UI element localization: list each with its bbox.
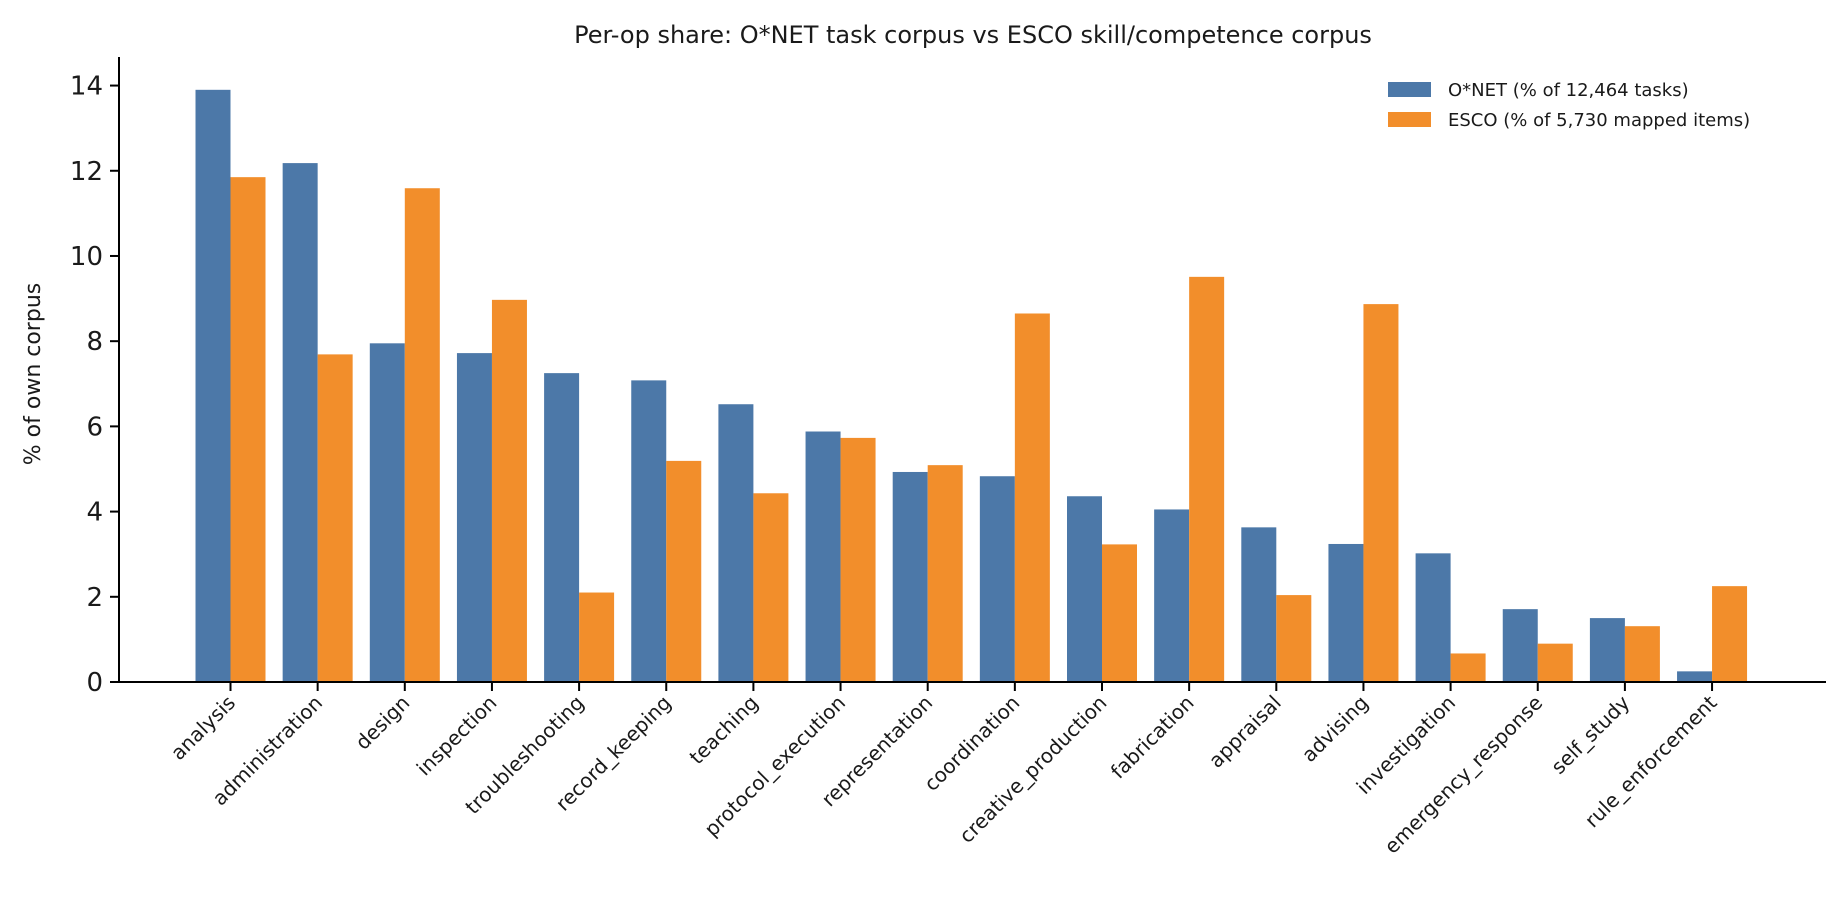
y-axis-label: % of own corpus [21, 283, 46, 465]
x-tick-label-fabrication: fabrication [1106, 691, 1199, 784]
x-tick-label-appraisal: appraisal [1204, 691, 1286, 773]
bar-esco-emergency_response [1537, 643, 1573, 682]
x-tick-label-design: design [350, 691, 414, 755]
x-tick-label-teaching: teaching [684, 691, 762, 769]
bar-onet-advising [1328, 543, 1364, 682]
y-tick-label: 6 [86, 412, 103, 442]
bar-esco-creative_production [1102, 544, 1137, 682]
y-tick-label: 8 [86, 327, 103, 357]
bar-esco-self_study [1624, 626, 1660, 682]
bar-esco-protocol_execution [840, 437, 876, 682]
bar-esco-inspection [491, 299, 527, 682]
y-tick-label: 2 [86, 583, 103, 613]
y-axis: 0 2 4 6 8 10 12 14 [70, 57, 120, 698]
bar-onet-representation [892, 471, 928, 682]
chart-title: Per-op share: O*NET task corpus vs ESCO … [574, 21, 1372, 49]
y-tick-label: 14 [70, 72, 103, 102]
y-tick-label: 12 [70, 157, 103, 187]
legend-label-onet: O*NET (% of 12,464 tasks) [1448, 80, 1689, 101]
bar-onet-analysis [195, 89, 231, 682]
bar-esco-appraisal [1276, 595, 1312, 682]
bar-esco-coordination [1014, 313, 1050, 682]
y-tick-label: 10 [70, 242, 103, 272]
x-tick-label-self_study: self_study [1546, 690, 1634, 778]
bars-group [195, 89, 1748, 683]
bar-onet-inspection [456, 353, 492, 682]
bar-onet-appraisal [1241, 527, 1277, 682]
legend-swatch-onet [1388, 82, 1431, 97]
bar-esco-fabrication [1189, 276, 1225, 682]
x-tick-label-advising: advising [1297, 691, 1373, 767]
bar-onet-coordination [979, 476, 1015, 682]
bar-onet-protocol_execution [805, 431, 841, 682]
bar-esco-design [404, 188, 440, 683]
bar-onet-troubleshooting [544, 373, 580, 682]
bar-onet-investigation [1415, 553, 1451, 682]
bar-esco-record_keeping [666, 460, 702, 682]
y-tick-label: 0 [86, 668, 103, 698]
bar-esco-investigation [1450, 653, 1486, 682]
x-tick-label-emergency_response: emergency_response [1379, 691, 1547, 859]
legend-swatch-esco [1388, 112, 1431, 127]
legend-label-esco: ESCO (% of 5,730 mapped items) [1448, 110, 1750, 131]
bar-onet-record_keeping [631, 380, 667, 682]
legend: O*NET (% of 12,464 tasks) ESCO (% of 5,73… [1388, 80, 1750, 131]
x-tick-label-analysis: analysis [166, 691, 240, 765]
bar-onet-rule_enforcement [1677, 671, 1713, 682]
bar-esco-analysis [230, 177, 266, 682]
bar-onet-design [369, 343, 405, 682]
bar-esco-advising [1363, 304, 1399, 682]
bar-onet-teaching [718, 404, 754, 682]
bar-esco-teaching [753, 493, 789, 682]
bar-onet-administration [282, 163, 318, 683]
bar-onet-emergency_response [1502, 609, 1538, 682]
bar-onet-fabrication [1154, 509, 1190, 682]
y-tick-label: 4 [86, 498, 103, 528]
bar-onet-self_study [1589, 618, 1625, 682]
bar-esco-troubleshooting [579, 592, 615, 682]
bar-esco-representation [927, 465, 963, 682]
x-tick-label-inspection: inspection [412, 691, 502, 781]
x-tick-label-creative_production: creative_production [954, 691, 1111, 848]
bar-esco-rule_enforcement [1712, 586, 1748, 682]
bar-onet-creative_production [1067, 496, 1102, 682]
bar-esco-administration [317, 354, 353, 682]
